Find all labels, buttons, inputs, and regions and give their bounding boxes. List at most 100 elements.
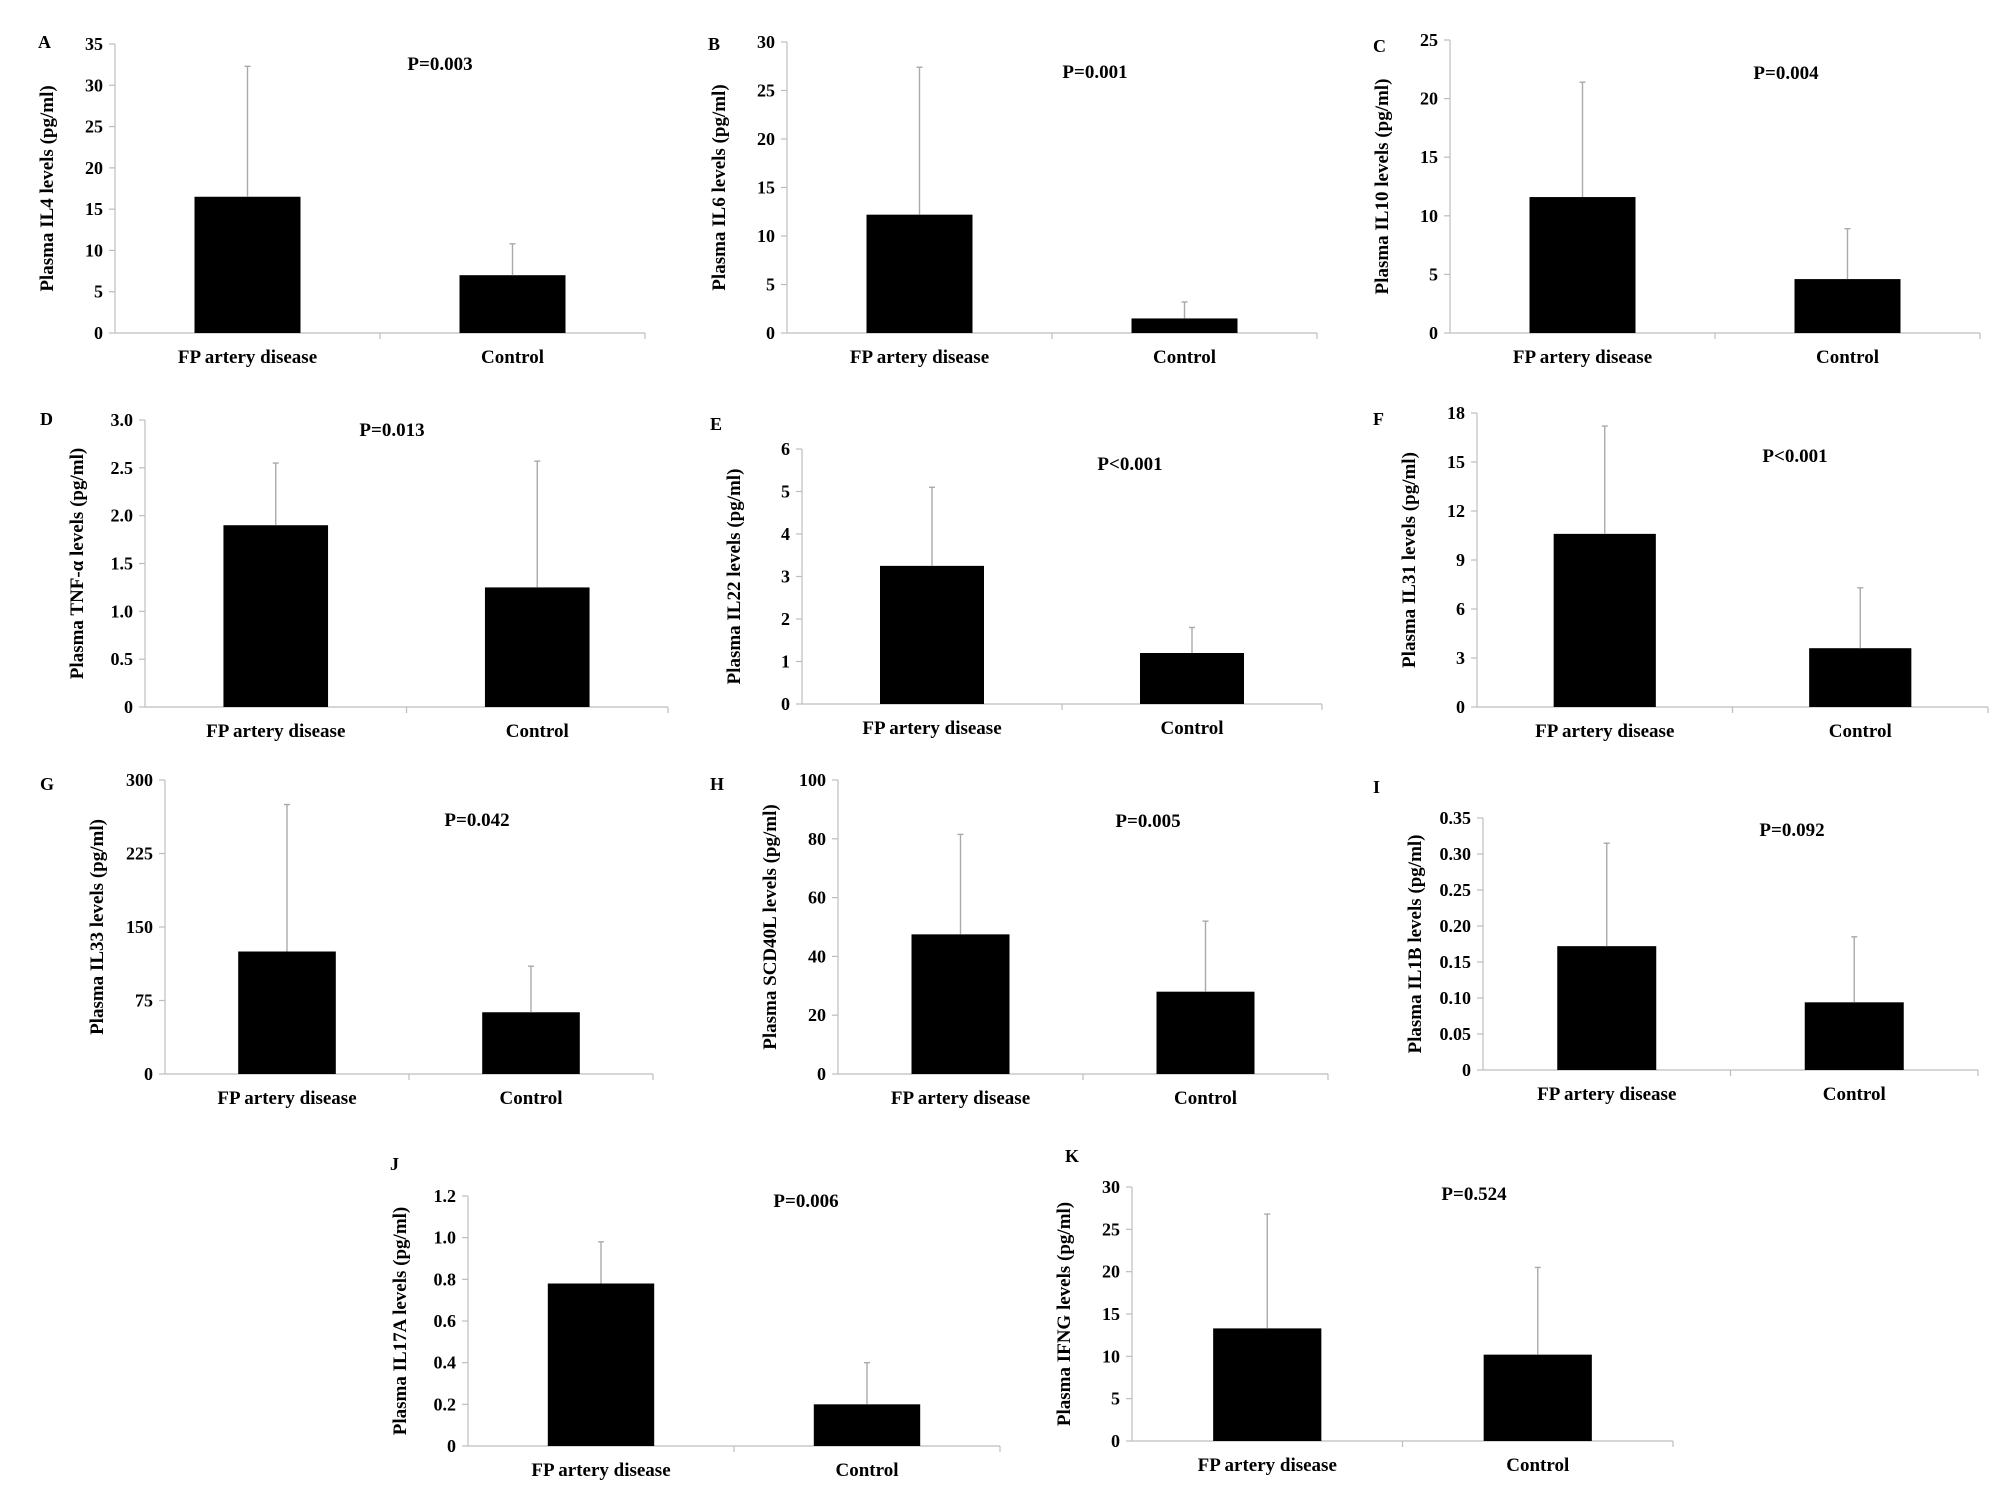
y-tick-label: 12 xyxy=(1447,501,1465,521)
bar xyxy=(1131,318,1238,333)
y-tick-label: 0.6 xyxy=(434,1311,457,1331)
y-tick-label: 0 xyxy=(1429,323,1438,343)
p-value-annotation: P=0.013 xyxy=(359,420,424,441)
y-tick-label: 2 xyxy=(781,609,790,629)
y-tick-label: 5 xyxy=(94,282,103,302)
y-tick-label: 3 xyxy=(1456,648,1465,668)
y-tick-label: 0.10 xyxy=(1440,988,1472,1008)
y-tick-label: 15 xyxy=(1420,147,1438,167)
y-tick-label: 40 xyxy=(808,946,826,966)
category-label: FP artery disease xyxy=(862,718,1001,739)
y-tick-label: 0 xyxy=(1456,697,1465,717)
y-tick-label: 25 xyxy=(1420,30,1438,50)
y-tick-label: 20 xyxy=(808,1005,826,1025)
p-value-annotation: P<0.001 xyxy=(1762,446,1827,467)
chart-panel-a: A 0 5 10 15 20 25 30 35 Plasma IL4 levels (pg/ml)… xyxy=(37,32,646,368)
p-value-annotation: P=0.004 xyxy=(1753,63,1819,84)
y-tick-label: 100 xyxy=(799,770,826,790)
y-tick-label: 0 xyxy=(144,1064,153,1084)
bar xyxy=(866,214,973,333)
y-tick-label: 5 xyxy=(781,482,790,502)
y-axis-label: Plasma IL22 levels (pg/ml) xyxy=(724,469,745,685)
bar xyxy=(1156,991,1255,1074)
bar xyxy=(482,1012,580,1074)
chart-panel-f: F 0 3 6 9 12 15 18 Plasma IL31 levels (pg/ml) FP … xyxy=(1373,403,1989,742)
panel-letter: H xyxy=(710,774,724,794)
bar xyxy=(1483,1354,1592,1441)
y-tick-label: 3.0 xyxy=(111,410,134,430)
y-tick-label: 0 xyxy=(1462,1060,1471,1080)
bar xyxy=(1213,1328,1322,1441)
y-tick-label: 9 xyxy=(1456,550,1465,570)
y-axis-label: Plasma IL33 levels (pg/ml) xyxy=(87,819,108,1035)
y-tick-label: 20 xyxy=(1420,89,1438,109)
y-tick-label: 0 xyxy=(94,323,103,343)
y-tick-label: 35 xyxy=(85,34,103,54)
y-axis-label: Plasma IFNG levels (pg/ml) xyxy=(1054,1202,1075,1426)
y-tick-label: 0 xyxy=(766,323,775,343)
y-tick-label: 30 xyxy=(85,75,103,95)
y-axis-label: Plasma IL31 levels (pg/ml) xyxy=(1399,452,1420,668)
category-label: FP artery disease xyxy=(1513,347,1652,368)
y-tick-label: 15 xyxy=(1447,452,1465,472)
panel-letter: F xyxy=(1373,409,1384,429)
y-tick-label: 0.2 xyxy=(434,1394,457,1414)
y-tick-label: 15 xyxy=(85,199,103,219)
y-tick-label: 5 xyxy=(1429,264,1438,284)
category-label: Control xyxy=(1153,347,1216,368)
p-value-annotation: P=0.092 xyxy=(1759,820,1824,841)
category-label: FP artery disease xyxy=(531,1460,670,1481)
y-tick-label: 10 xyxy=(1420,206,1438,226)
y-tick-label: 5 xyxy=(1111,1389,1120,1409)
y-tick-label: 10 xyxy=(85,240,103,260)
y-tick-label: 3 xyxy=(781,567,790,587)
y-tick-label: 20 xyxy=(85,158,103,178)
p-value-annotation: P=0.006 xyxy=(773,1191,838,1212)
chart-panel-k: K 0 5 10 15 20 25 30 Plasma IFNG levels (pg/ml) F… xyxy=(1054,1146,1674,1476)
bar xyxy=(1553,533,1656,707)
y-axis-label: Plasma IL6 levels (pg/ml) xyxy=(709,84,730,290)
y-tick-label: 15 xyxy=(757,178,775,198)
panel-letter: J xyxy=(390,1154,399,1174)
y-axis-label: Plasma IL1B levels (pg/ml) xyxy=(1405,834,1426,1053)
y-tick-label: 0 xyxy=(1111,1431,1120,1451)
y-tick-label: 25 xyxy=(1102,1219,1120,1239)
category-label: Control xyxy=(500,1088,563,1109)
y-tick-label: 30 xyxy=(1102,1177,1120,1197)
category-label: Control xyxy=(1161,718,1224,739)
y-axis-label: Plasma TNF-α levels (pg/ml) xyxy=(67,448,88,679)
y-tick-label: 150 xyxy=(126,917,153,937)
panel-letter: C xyxy=(1373,36,1386,56)
y-tick-label: 60 xyxy=(808,888,826,908)
category-label: Control xyxy=(506,721,569,742)
y-tick-label: 5 xyxy=(766,275,775,295)
bar xyxy=(813,1404,921,1446)
y-tick-label: 20 xyxy=(757,129,775,149)
y-tick-label: 0.15 xyxy=(1440,952,1472,972)
category-label: Control xyxy=(1829,721,1892,742)
bar xyxy=(238,951,336,1074)
y-tick-label: 10 xyxy=(757,226,775,246)
p-value-annotation: P=0.005 xyxy=(1115,811,1180,832)
y-tick-label: 0.5 xyxy=(111,649,134,669)
y-tick-label: 0.30 xyxy=(1440,844,1472,864)
bar xyxy=(459,275,566,333)
y-tick-label: 15 xyxy=(1102,1304,1120,1324)
y-tick-label: 1 xyxy=(781,652,790,672)
bar xyxy=(911,934,1010,1074)
p-value-annotation: P=0.001 xyxy=(1062,62,1127,83)
chart-panel-j: J 0 0.2 0.4 0.6 0.8 1.0 1.2 Plasma IL17A levels … xyxy=(390,1154,1001,1481)
bar xyxy=(1529,197,1636,333)
y-tick-label: 0.25 xyxy=(1440,880,1472,900)
p-value-annotation: P<0.001 xyxy=(1097,454,1162,475)
y-tick-label: 10 xyxy=(1102,1346,1120,1366)
chart-panel-e: E 0 1 2 3 4 5 6 Plasma IL22 levels (pg/ml) FP art… xyxy=(710,414,1323,739)
category-label: FP artery disease xyxy=(178,347,317,368)
chart-panel-g: G 0 75 150 225 300 Plasma IL33 levels (pg/ml) F… xyxy=(40,770,654,1109)
category-label: Control xyxy=(836,1460,899,1481)
y-tick-label: 300 xyxy=(126,770,153,790)
y-tick-label: 25 xyxy=(85,117,103,137)
y-tick-label: 1.0 xyxy=(434,1228,457,1248)
bar xyxy=(1804,1002,1904,1070)
y-axis-label: Plasma IL17A levels (pg/ml) xyxy=(390,1207,411,1436)
